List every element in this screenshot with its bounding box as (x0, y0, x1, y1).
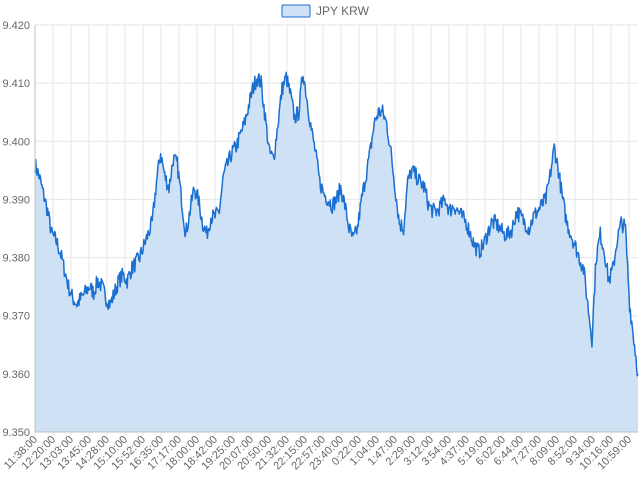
legend-color-box (281, 4, 311, 18)
y-tick-label: 9.370 (2, 311, 30, 323)
y-tick-label: 9.390 (2, 194, 30, 206)
y-tick-label: 9.350 (2, 427, 30, 439)
series-area-fill (35, 72, 638, 433)
y-tick-label: 9.420 (2, 20, 30, 32)
series-line (34, 71, 639, 377)
legend-label: JPY KRW (316, 4, 370, 18)
y-tick-label: 9.410 (2, 78, 30, 90)
y-tick-label: 9.380 (2, 253, 30, 265)
x-axis: 11:38:0012:20:0013:03:0013:45:0014:28:00… (2, 431, 638, 472)
legend[interactable]: JPY KRW (281, 4, 370, 18)
y-tick-label: 9.400 (2, 136, 30, 148)
y-tick-label: 9.360 (2, 369, 30, 381)
y-axis: 9.350 9.360 9.370 9.380 9.390 9.400 9.410 9.420 (2, 20, 36, 439)
